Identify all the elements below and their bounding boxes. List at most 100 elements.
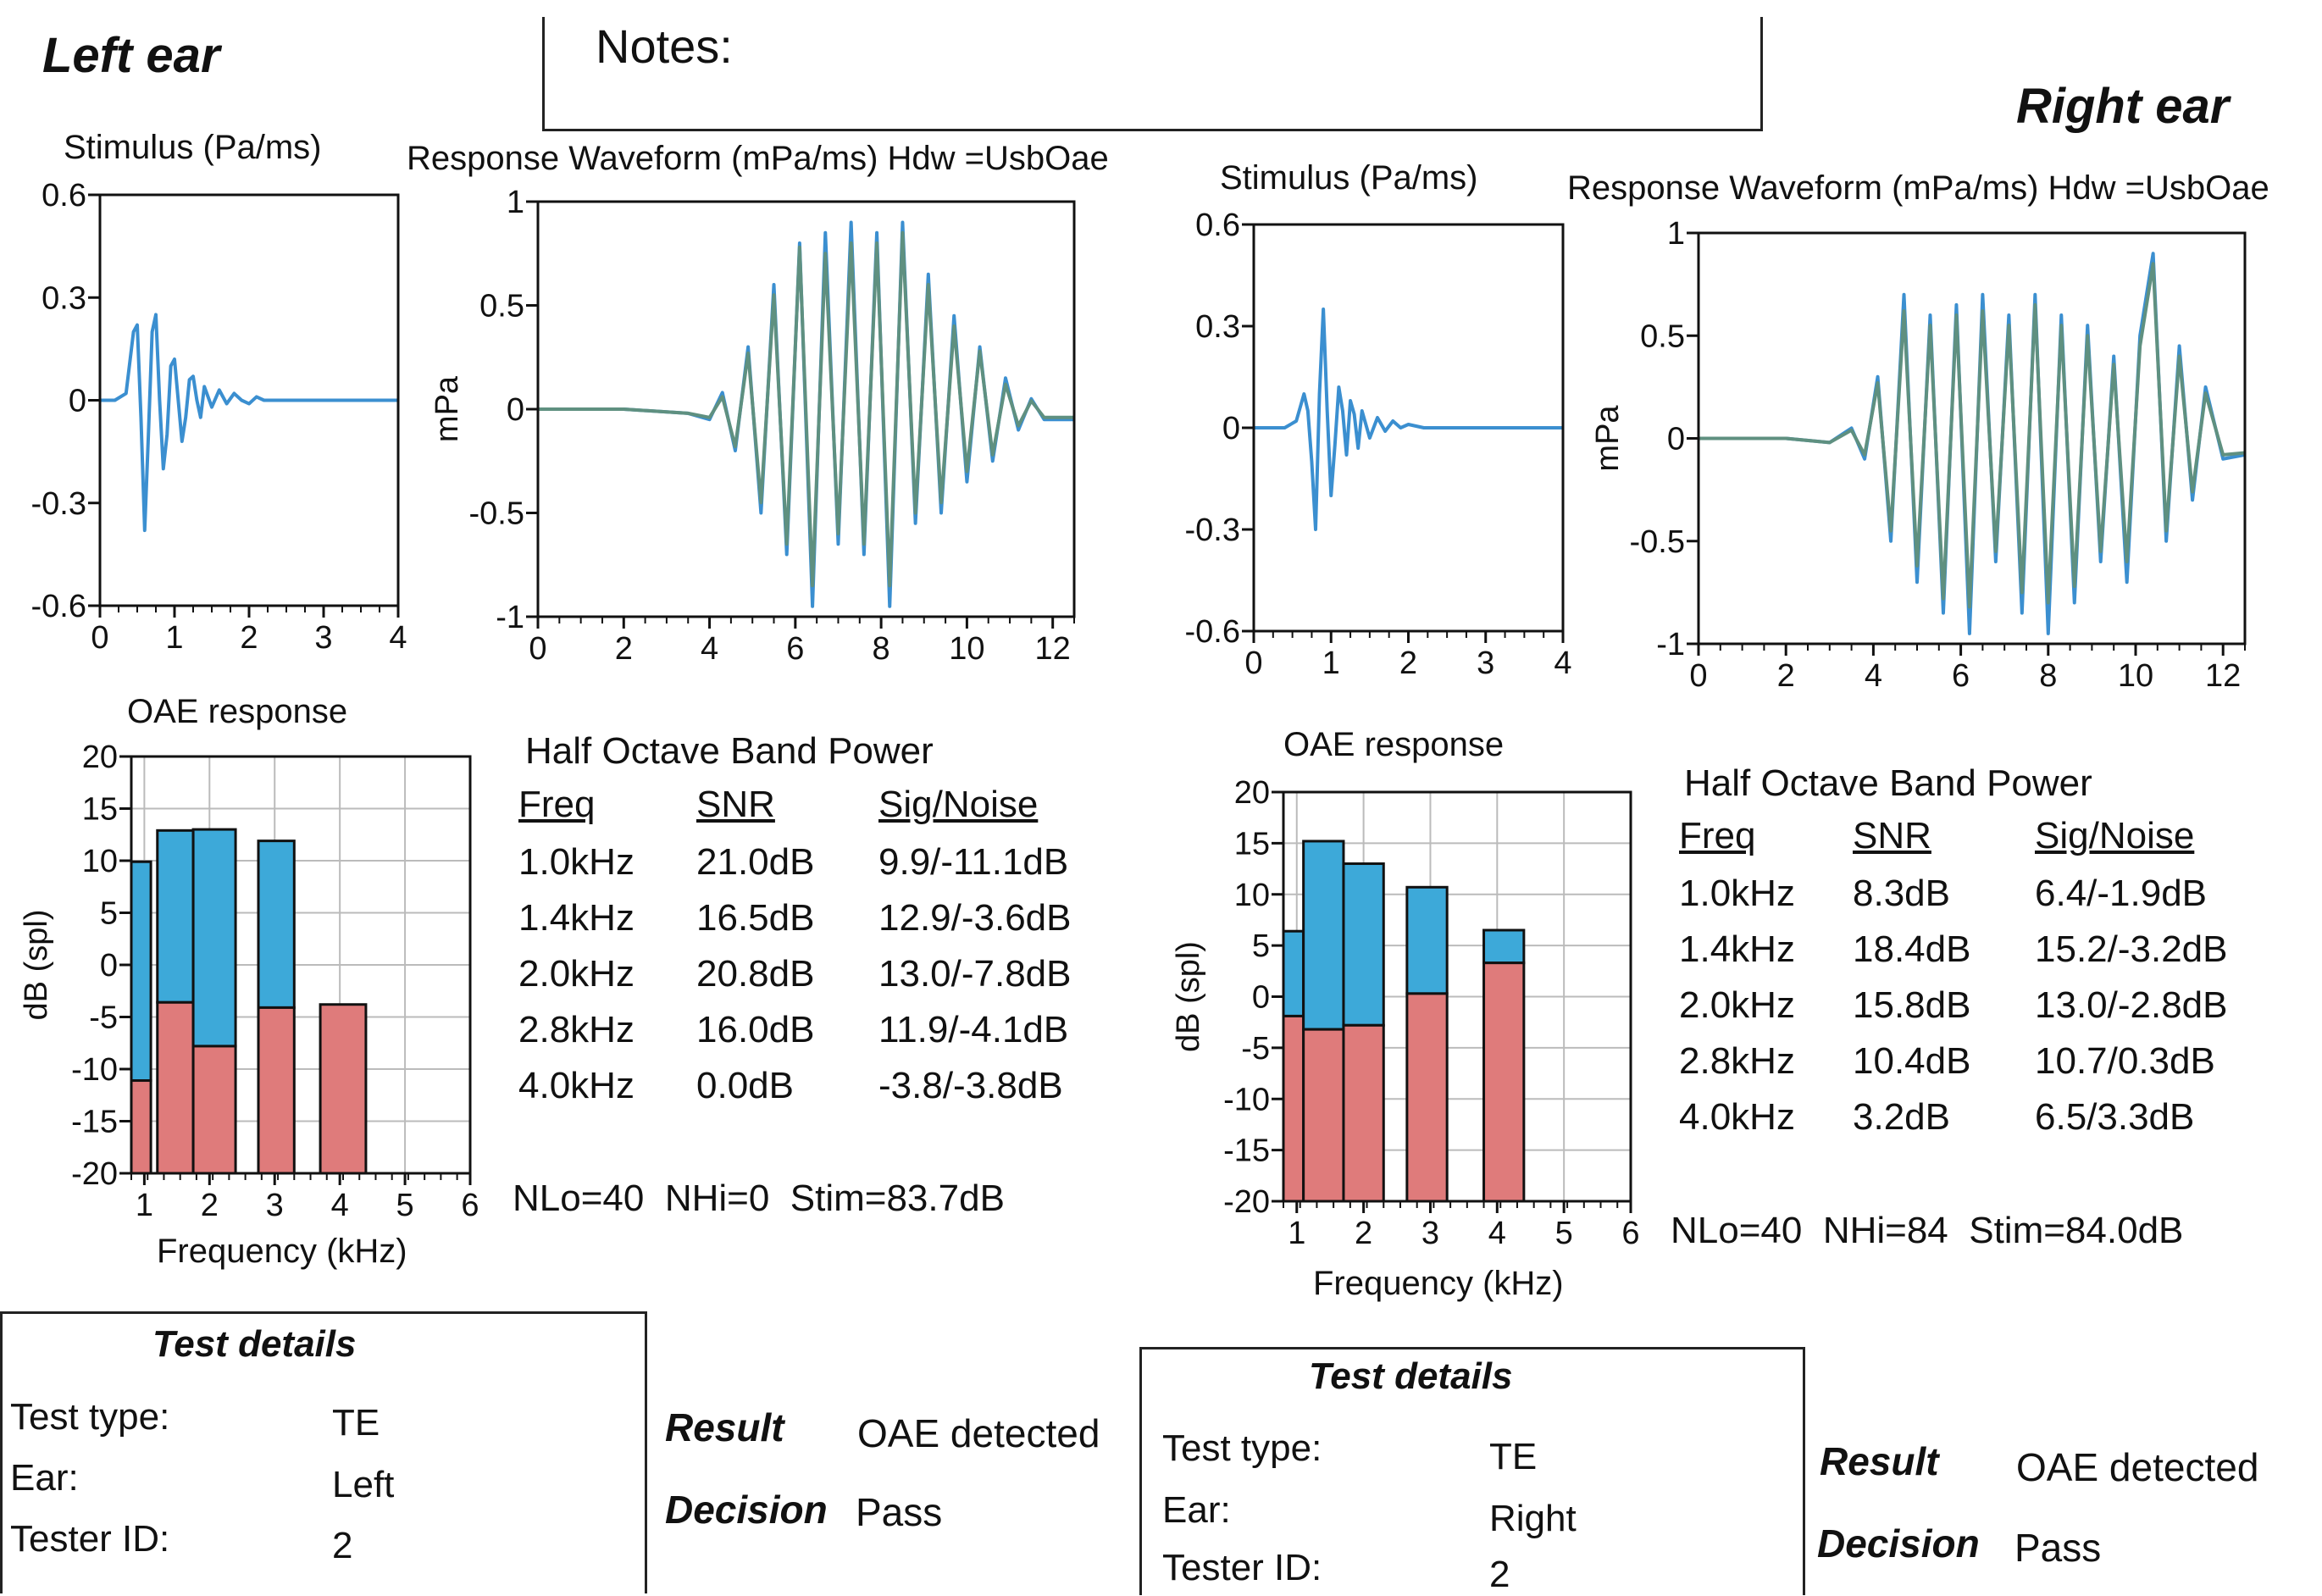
y-tick-label: 10 [1234, 878, 1270, 913]
y-tick-label: -0.3 [31, 486, 86, 522]
x-tick-label: 1 [136, 1188, 153, 1223]
y-tick-label: 15 [82, 792, 118, 828]
right-stimulus-chart: 0 1 2 3 4 0.6 0.3 0 -0.3 -0.6 [1185, 208, 1572, 681]
y-axis-label: dB (spl) [1171, 941, 1206, 1052]
right-band-table: Freq SNR Sig/Noise 1.0kHz 8.3dB 6.4/-1.9dB… [1679, 815, 2228, 1152]
x-tick-label: 2 [1355, 1216, 1372, 1251]
noise-bar [1482, 961, 1526, 1203]
y-tick-label: 0.5 [479, 289, 524, 324]
signal-bar [130, 860, 152, 1083]
y-tick-label: 1 [1667, 216, 1685, 252]
signal-bar [1482, 928, 1526, 965]
left-stimulus-chart: 0 1 2 3 4 0.6 0.3 0 -0.3 -0.6 [31, 178, 407, 656]
y-tick-label: 0 [100, 948, 118, 984]
x-tick-label: 1 [1288, 1216, 1305, 1251]
right-ear-title: Right ear [2016, 79, 2230, 134]
x-tick-label: 4 [1554, 646, 1571, 681]
left-result-value: OAE detected [857, 1411, 1100, 1455]
signal-bar [191, 828, 237, 1048]
left-response-title: Response Waveform (mPa/ms) Hdw =UsbOae [407, 140, 1109, 177]
y-tick-label: -1 [1656, 627, 1685, 662]
signal-bar [1282, 929, 1305, 1017]
x-tick-label: 3 [314, 620, 332, 656]
signoise-header: Sig/Noise [878, 784, 1039, 825]
left-oae-title: OAE response [127, 693, 348, 730]
table-row: 2.0kHz 15.8dB 13.0/-2.8dB [1679, 984, 2228, 1026]
left-test-details-box [0, 1311, 647, 1593]
x-tick-label: 1 [1322, 646, 1340, 681]
left-nlo-line: NLo=40 NHi=0 Stim=83.7dB [513, 1178, 1005, 1220]
y-tick-label: 10 [82, 844, 118, 879]
left-decision-value: Pass [856, 1490, 943, 1534]
x-tick-label: 6 [1621, 1216, 1639, 1251]
noise-bar [1405, 992, 1449, 1203]
y-tick-label: 0.5 [1640, 319, 1685, 354]
y-tick-label: 0 [1222, 411, 1240, 446]
series-line [1254, 308, 1563, 531]
left-test-type-label: Test type: [10, 1396, 170, 1438]
y-tick-label: -20 [1223, 1184, 1270, 1220]
signal-bar [1302, 840, 1345, 1031]
right-test-type-label: Test type: [1162, 1427, 1322, 1469]
x-tick-label: 10 [949, 631, 984, 667]
y-tick-label: -20 [71, 1156, 118, 1192]
x-tick-label: 12 [1035, 631, 1071, 667]
noise-bar [191, 1045, 237, 1175]
table-row: 4.0kHz 3.2dB 6.5/3.3dB [1679, 1096, 2195, 1138]
y-tick-label: 5 [100, 896, 118, 932]
series-line [1699, 262, 2246, 609]
notes-box[interactable]: Notes: [542, 17, 1763, 131]
right-response-chart: 0 2 4 6 8 10 12 1 0.5 0 -0.5 -1 mPa [1590, 216, 2247, 694]
y-axis-label: mPa [429, 375, 465, 442]
y-tick-label: 0 [1667, 422, 1685, 457]
x-tick-label: 10 [2118, 658, 2153, 694]
left-nlo: NLo=40 [513, 1178, 645, 1219]
table-row: 2.8kHz 10.4dB 10.7/0.3dB [1679, 1040, 2215, 1082]
right-test-type-value: TE [1489, 1436, 1538, 1477]
x-tick-label: 3 [1477, 646, 1494, 681]
x-tick-label: 8 [2039, 658, 2057, 694]
y-tick-label: -5 [1241, 1031, 1270, 1067]
y-axis-label: mPa [1590, 405, 1626, 472]
notes-label: Notes: [596, 19, 733, 73]
x-tick-label: 4 [701, 631, 718, 667]
noise-bar [257, 1006, 296, 1175]
x-tick-label: 6 [461, 1188, 479, 1223]
right-result-value: OAE detected [2016, 1445, 2259, 1489]
x-tick-label: 2 [1777, 658, 1795, 694]
x-tick-label: 4 [331, 1188, 349, 1223]
right-band-title: Half Octave Band Power [1684, 762, 2092, 804]
right-nhi: NHi=84 [1822, 1210, 1948, 1251]
x-tick-label: 3 [266, 1188, 284, 1223]
y-tick-label: -0.5 [469, 496, 524, 532]
y-tick-label: -5 [89, 1000, 118, 1036]
signal-bar [1405, 885, 1449, 995]
right-oae-title: OAE response [1283, 726, 1505, 763]
signal-bar [1342, 862, 1385, 1027]
x-tick-label: 2 [615, 631, 633, 667]
x-tick-label: 0 [1244, 646, 1262, 681]
table-row: 1.0kHz 8.3dB 6.4/-1.9dB [1679, 873, 2208, 914]
table-row: 1.4kHz 16.5dB 12.9/-3.6dB [518, 897, 1072, 939]
x-tick-label: 12 [2205, 658, 2241, 694]
right-oae-xlabel: Frequency (kHz) [1313, 1265, 1564, 1302]
x-tick-label: 5 [396, 1188, 414, 1223]
y-tick-label: 0.3 [1195, 309, 1240, 345]
right-ear-label: Ear: [1162, 1489, 1231, 1531]
x-tick-label: 1 [165, 620, 183, 656]
signal-bar [156, 828, 195, 1004]
left-result-label: Result [665, 1405, 784, 1449]
noise-bar [319, 1003, 368, 1175]
left-test-type-value: TE [332, 1402, 380, 1444]
left-band-title: Half Octave Band Power [525, 730, 934, 772]
y-tick-label: 1 [507, 185, 524, 220]
noise-bar [130, 1079, 152, 1175]
left-tester-value: 2 [332, 1525, 353, 1566]
y-tick-label: 0 [1252, 980, 1270, 1016]
y-tick-label: -0.6 [31, 589, 86, 624]
x-tick-label: 3 [1421, 1216, 1439, 1251]
right-decision-label: Decision [1817, 1521, 1980, 1566]
right-nlo: NLo=40 [1671, 1210, 1803, 1251]
noise-bar [1342, 1023, 1385, 1203]
